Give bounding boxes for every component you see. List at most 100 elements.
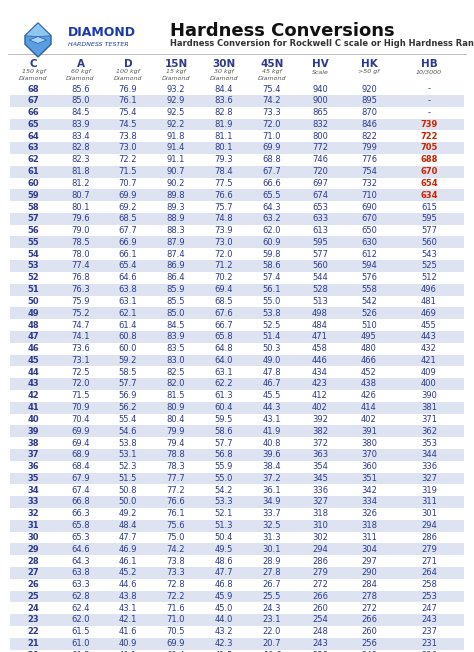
Text: Hardness Conversion for Rockwell C scale or High Hardness Range: Hardness Conversion for Rockwell C scale… xyxy=(170,40,474,48)
Text: 480: 480 xyxy=(361,344,377,353)
Text: 392: 392 xyxy=(312,415,328,424)
Text: 53.8: 53.8 xyxy=(263,308,281,318)
Text: 247: 247 xyxy=(421,604,437,613)
Text: 28.9: 28.9 xyxy=(263,557,281,565)
Text: 51.3: 51.3 xyxy=(215,521,233,530)
Text: 78.4: 78.4 xyxy=(215,167,233,176)
Text: 458: 458 xyxy=(312,344,328,353)
Text: 390: 390 xyxy=(421,391,437,400)
Text: 33.7: 33.7 xyxy=(263,509,282,518)
Text: 319: 319 xyxy=(421,486,437,495)
Text: 27: 27 xyxy=(27,569,39,577)
Text: 248: 248 xyxy=(312,627,328,636)
Text: 434: 434 xyxy=(312,368,328,377)
Text: 60.5: 60.5 xyxy=(71,651,90,652)
Text: 237: 237 xyxy=(421,627,437,636)
Text: 231: 231 xyxy=(421,639,437,648)
Text: 26: 26 xyxy=(27,580,39,589)
Text: 39.6: 39.6 xyxy=(263,451,281,459)
Bar xyxy=(10,189,464,201)
Text: 38.4: 38.4 xyxy=(263,462,281,471)
Text: 301: 301 xyxy=(421,509,437,518)
Text: 65.4: 65.4 xyxy=(119,261,137,271)
Text: 63.1: 63.1 xyxy=(118,297,137,306)
Text: 69.9: 69.9 xyxy=(119,190,137,200)
Text: 26.7: 26.7 xyxy=(263,580,281,589)
Text: 382: 382 xyxy=(312,426,328,436)
Text: 481: 481 xyxy=(421,297,437,306)
Text: 62.8: 62.8 xyxy=(71,592,90,601)
Text: 290: 290 xyxy=(361,569,377,577)
Text: 272: 272 xyxy=(361,604,377,613)
Text: 75.4: 75.4 xyxy=(119,108,137,117)
Bar xyxy=(10,496,464,508)
Text: 70.7: 70.7 xyxy=(118,179,137,188)
Text: 72.2: 72.2 xyxy=(167,592,185,601)
Text: 60.0: 60.0 xyxy=(119,344,137,353)
Text: 62.0: 62.0 xyxy=(71,615,90,625)
Text: 53.8: 53.8 xyxy=(118,439,137,447)
Bar xyxy=(10,638,464,649)
Text: 513: 513 xyxy=(312,297,328,306)
Text: 19.6: 19.6 xyxy=(263,651,281,652)
Text: 65.5: 65.5 xyxy=(263,190,281,200)
Text: 44.3: 44.3 xyxy=(263,403,281,412)
Text: 421: 421 xyxy=(421,356,437,365)
Text: 61.0: 61.0 xyxy=(71,639,90,648)
Text: 87.4: 87.4 xyxy=(167,250,185,259)
Text: 49.0: 49.0 xyxy=(263,356,281,365)
Text: 58.5: 58.5 xyxy=(119,368,137,377)
Text: 77.2: 77.2 xyxy=(167,486,185,495)
Text: 88.9: 88.9 xyxy=(167,215,185,223)
Text: 70.2: 70.2 xyxy=(215,273,233,282)
Text: 84.4: 84.4 xyxy=(215,85,233,93)
Text: 67: 67 xyxy=(27,96,39,106)
Text: 64: 64 xyxy=(27,132,39,141)
Text: 68.8: 68.8 xyxy=(263,155,282,164)
Text: Diamond: Diamond xyxy=(162,76,190,80)
Text: Diamond: Diamond xyxy=(210,76,238,80)
Text: 58: 58 xyxy=(27,203,39,211)
Text: 70.9: 70.9 xyxy=(71,403,90,412)
Text: 560: 560 xyxy=(421,238,437,247)
Text: 370: 370 xyxy=(361,451,377,459)
Text: 496: 496 xyxy=(421,285,437,294)
Text: 495: 495 xyxy=(361,333,377,341)
Text: 66.8: 66.8 xyxy=(71,497,90,507)
Text: 60.9: 60.9 xyxy=(263,238,281,247)
Text: 58.6: 58.6 xyxy=(263,261,281,271)
Text: 65.8: 65.8 xyxy=(71,521,90,530)
Text: 55.0: 55.0 xyxy=(263,297,281,306)
Text: 76.1: 76.1 xyxy=(118,96,137,106)
Text: 77.5: 77.5 xyxy=(215,179,233,188)
Text: 47.8: 47.8 xyxy=(263,368,281,377)
Text: -: - xyxy=(428,96,430,106)
Text: 595: 595 xyxy=(421,215,437,223)
Text: 542: 542 xyxy=(361,297,377,306)
Text: 697: 697 xyxy=(312,179,328,188)
Text: 43: 43 xyxy=(27,379,39,389)
Text: 65: 65 xyxy=(27,120,39,129)
Text: 91.1: 91.1 xyxy=(167,155,185,164)
Text: 59.8: 59.8 xyxy=(263,250,281,259)
Text: 30: 30 xyxy=(28,533,39,542)
Text: 45.2: 45.2 xyxy=(119,569,137,577)
Text: 484: 484 xyxy=(312,321,328,329)
Text: 69.9: 69.9 xyxy=(167,639,185,648)
Text: 80.1: 80.1 xyxy=(71,203,90,211)
Text: 52.5: 52.5 xyxy=(263,321,281,329)
Bar xyxy=(10,284,464,295)
Text: 75.2: 75.2 xyxy=(71,308,90,318)
Text: 62.0: 62.0 xyxy=(263,226,281,235)
Text: 46.9: 46.9 xyxy=(119,544,137,554)
Text: 66.6: 66.6 xyxy=(263,179,282,188)
Text: 302: 302 xyxy=(312,533,328,542)
Text: 77.4: 77.4 xyxy=(71,261,90,271)
Text: 43.1: 43.1 xyxy=(119,604,137,613)
Text: 52: 52 xyxy=(27,273,39,282)
Text: 402: 402 xyxy=(312,403,328,412)
Text: 62.4: 62.4 xyxy=(71,604,90,613)
Text: 32.5: 32.5 xyxy=(263,521,281,530)
Text: 544: 544 xyxy=(312,273,328,282)
Text: 900: 900 xyxy=(312,96,328,106)
